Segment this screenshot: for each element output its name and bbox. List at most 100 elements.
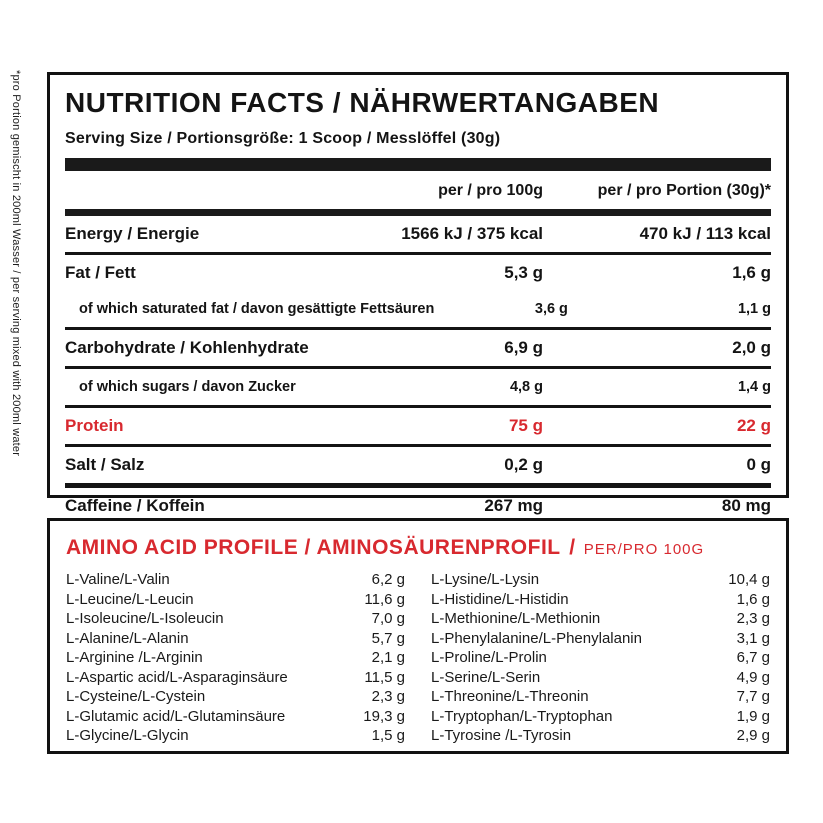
- nutrition-row: of which sugars / davon Zucker 4,8 g 1,4 g: [65, 369, 771, 408]
- divider-bar-medium: [65, 209, 771, 216]
- nutrition-row: Fat / Fett 5,3 g 1,6 g: [65, 255, 771, 291]
- value-per-portion: 470 kJ / 113 kcal: [639, 224, 771, 243]
- amino-columns: L-Valine/L-Valin 6,2 g L-Leucine/L-Leucin 1…: [66, 571, 770, 747]
- amino-acid-value: 3,1 g: [736, 629, 770, 647]
- amino-acid-value: 2,3 g: [736, 610, 770, 627]
- value-per-portion: 22 g: [736, 416, 771, 435]
- amino-acid-name: L-Serine/L-Serin: [431, 668, 541, 686]
- amino-acid-row: L-Methionine/L-Methionin 2,3 g: [431, 610, 770, 630]
- nutrition-row: Carbohydrate / Kohlenhydrate 6,9 g 2,0 g: [65, 330, 771, 369]
- value-per-100g: 1566 kJ / 375 kcal: [401, 224, 543, 243]
- amino-acid-row: L-Histidine/L-Histidin 1,6 g: [431, 591, 770, 611]
- value-per-portion: 1,4 g: [737, 379, 771, 395]
- amino-acid-value: 5,7 g: [371, 629, 405, 647]
- amino-acid-value: 6,2 g: [371, 571, 405, 588]
- value-per-portion: 1,6 g: [732, 263, 771, 282]
- amino-column-left: L-Valine/L-Valin 6,2 g L-Leucine/L-Leucin 1…: [66, 571, 405, 747]
- nutrition-row: of which saturated fat / davon gesättigt…: [65, 291, 771, 330]
- amino-profile-title: AMINO ACID PROFILE / AMINOSÄURENPROFIL /…: [66, 533, 770, 561]
- value-per-portion: 1,1 g: [737, 301, 771, 317]
- amino-acid-row: L-Proline/L-Prolin 6,7 g: [431, 649, 770, 669]
- amino-acid-row: L-Tyrosine /L-Tyrosin 2,9 g: [431, 727, 770, 747]
- column-header-per-portion: per / pro Portion (30g)*: [597, 182, 771, 199]
- nutrition-row: Caffeine / Koffein 267 mg 80 mg: [65, 488, 771, 524]
- amino-acid-value: 1,9 g: [736, 707, 770, 725]
- nutrient-label: of which sugars / davon Zucker: [79, 379, 296, 395]
- amino-acid-row: L-Phenylalanine/L-Phenylalanin 3,1 g: [431, 630, 770, 650]
- amino-acid-value: 11,5 g: [364, 668, 405, 686]
- value-per-portion: 0 g: [746, 455, 771, 474]
- amino-acid-profile-panel: AMINO ACID PROFILE / AMINOSÄURENPROFIL /…: [47, 518, 789, 754]
- amino-acid-row: L-Glycine/L-Glycin 1,5 g: [66, 727, 405, 747]
- amino-acid-name: L-Glycine/L-Glycin: [66, 727, 189, 744]
- amino-acid-value: 6,7 g: [736, 649, 770, 666]
- amino-acid-row: L-Arginine /L-Arginin 2,1 g: [66, 649, 405, 669]
- nutrient-label: Caffeine / Koffein: [65, 496, 205, 515]
- amino-acid-value: 7,7 g: [736, 688, 770, 705]
- amino-acid-name: L-Histidine/L-Histidin: [431, 590, 569, 608]
- value-per-100g: 5,3 g: [504, 263, 543, 282]
- value-per-100g: 0,2 g: [504, 455, 543, 474]
- amino-acid-name: L-Tryptophan/L-Tryptophan: [431, 707, 613, 725]
- amino-title-separator: /: [569, 536, 576, 559]
- amino-acid-row: L-Serine/L-Serin 4,9 g: [431, 669, 770, 689]
- value-per-portion: 2,0 g: [732, 338, 771, 357]
- amino-acid-name: L-Proline/L-Prolin: [431, 649, 547, 666]
- nutrient-label: Energy / Energie: [65, 224, 200, 243]
- nutrient-label: of which saturated fat / davon gesättigt…: [79, 301, 435, 317]
- amino-acid-name: L-Isoleucine/L-Isoleucin: [66, 610, 224, 627]
- side-note-vertical-text: *pro Portion gemischt in 200ml Wasser / …: [10, 70, 22, 457]
- amino-acid-name: L-Lysine/L-Lysin: [431, 571, 540, 588]
- amino-acid-name: L-Threonine/L-Threonin: [431, 688, 589, 705]
- amino-acid-name: L-Arginine /L-Arginin: [66, 649, 203, 666]
- amino-acid-row: L-Valine/L-Valin 6,2 g: [66, 571, 405, 591]
- amino-acid-value: 2,9 g: [736, 727, 770, 744]
- nutrition-row: Salt / Salz 0,2 g 0 g: [65, 447, 771, 488]
- amino-acid-name: L-Glutamic acid/L-Glutaminsäure: [66, 707, 286, 725]
- amino-title-unit: PER/PRO 100G: [583, 541, 705, 558]
- serving-size-text: Serving Size / Portionsgröße: 1 Scoop / …: [65, 130, 501, 147]
- amino-acid-value: 2,3 g: [371, 688, 405, 705]
- nutrient-label: Salt / Salz: [65, 455, 145, 474]
- amino-acid-row: L-Alanine/L-Alanin 5,7 g: [66, 630, 405, 650]
- amino-acid-row: L-Aspartic acid/L-Asparaginsäure 11,5 g: [66, 669, 405, 689]
- value-per-100g: 6,9 g: [504, 338, 543, 357]
- amino-acid-value: 4,9 g: [736, 668, 770, 686]
- amino-acid-name: L-Valine/L-Valin: [66, 571, 170, 588]
- amino-acid-value: 7,0 g: [371, 610, 405, 627]
- value-per-100g: 3,6 g: [534, 301, 568, 317]
- amino-column-right: L-Lysine/L-Lysin 10,4 g L-Histidine/L-Hist…: [431, 571, 770, 747]
- amino-acid-value: 2,1 g: [371, 649, 405, 666]
- amino-acid-value: 11,6 g: [364, 590, 405, 608]
- amino-acid-name: L-Aspartic acid/L-Asparaginsäure: [66, 668, 288, 686]
- amino-acid-name: L-Methionine/L-Methionin: [431, 610, 601, 627]
- value-per-100g: 267 mg: [484, 496, 543, 515]
- amino-acid-name: L-Cysteine/L-Cystein: [66, 688, 206, 705]
- amino-acid-name: L-Tyrosine /L-Tyrosin: [431, 727, 572, 744]
- amino-acid-row: L-Cysteine/L-Cystein 2,3 g: [66, 688, 405, 708]
- nutrition-facts-panel: NUTRITION FACTS / NÄHRWERTANGABEN Servin…: [47, 72, 789, 515]
- nutrient-label: Protein: [65, 416, 124, 435]
- amino-acid-row: L-Tryptophan/L-Tryptophan 1,9 g: [431, 708, 770, 728]
- divider-bar-thick: [65, 158, 771, 171]
- amino-acid-row: L-Isoleucine/L-Isoleucin 7,0 g: [66, 610, 405, 630]
- nutrient-label: Fat / Fett: [65, 263, 136, 282]
- value-per-100g: 75 g: [508, 416, 543, 435]
- value-per-100g: 4,8 g: [509, 379, 543, 395]
- value-per-portion: 80 mg: [721, 496, 771, 515]
- amino-acid-value: 19,3 g: [363, 707, 405, 725]
- column-header-per-100g: per / pro 100g: [438, 182, 543, 199]
- amino-title-main: AMINO ACID PROFILE / AMINOSÄURENPROFIL: [66, 536, 561, 559]
- nutrition-facts-title: NUTRITION FACTS / NÄHRWERTANGABEN: [65, 87, 660, 118]
- amino-acid-name: L-Leucine/L-Leucin: [66, 590, 194, 608]
- amino-acid-row: L-Glutamic acid/L-Glutaminsäure 19,3 g: [66, 708, 405, 728]
- nutrition-rows: Energy / Energie 1566 kJ / 375 kcal 470 kJ…: [65, 216, 771, 524]
- amino-acid-value: 1,5 g: [371, 727, 405, 744]
- amino-acid-row: L-Lysine/L-Lysin 10,4 g: [431, 571, 770, 591]
- amino-acid-name: L-Alanine/L-Alanin: [66, 629, 189, 647]
- nutrient-label: Carbohydrate / Kohlenhydrate: [65, 338, 309, 357]
- amino-acid-row: L-Leucine/L-Leucin 11,6 g: [66, 591, 405, 611]
- amino-acid-value: 10,4 g: [728, 571, 770, 588]
- nutrition-row: Energy / Energie 1566 kJ / 375 kcal 470 kJ…: [65, 216, 771, 255]
